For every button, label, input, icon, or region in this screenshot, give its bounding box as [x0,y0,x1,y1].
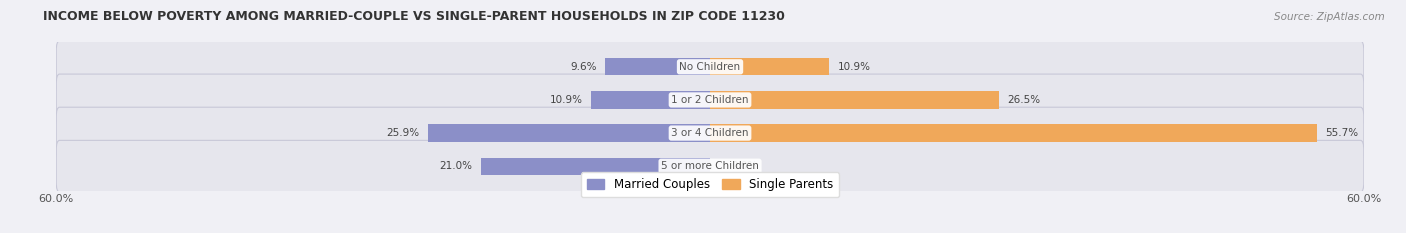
Bar [592,91,710,109]
Text: Source: ZipAtlas.com: Source: ZipAtlas.com [1274,12,1385,22]
Text: 3 or 4 Children: 3 or 4 Children [671,128,749,138]
Text: 25.9%: 25.9% [387,128,419,138]
Text: 10.9%: 10.9% [550,95,582,105]
FancyBboxPatch shape [56,74,1364,126]
FancyBboxPatch shape [56,41,1364,93]
Text: 1 or 2 Children: 1 or 2 Children [671,95,749,105]
Text: 21.0%: 21.0% [440,161,472,171]
Bar [606,58,710,75]
Bar [710,124,1317,142]
Legend: Married Couples, Single Parents: Married Couples, Single Parents [581,172,839,197]
Bar [710,58,828,75]
Text: INCOME BELOW POVERTY AMONG MARRIED-COUPLE VS SINGLE-PARENT HOUSEHOLDS IN ZIP COD: INCOME BELOW POVERTY AMONG MARRIED-COUPL… [44,10,785,23]
Bar [427,124,710,142]
Text: 5 or more Children: 5 or more Children [661,161,759,171]
Text: 10.9%: 10.9% [838,62,870,72]
Bar [481,158,710,175]
Text: No Children: No Children [679,62,741,72]
FancyBboxPatch shape [56,140,1364,192]
Text: 0.0%: 0.0% [731,161,758,171]
Text: 9.6%: 9.6% [571,62,596,72]
Text: 26.5%: 26.5% [1008,95,1040,105]
Bar [710,91,998,109]
FancyBboxPatch shape [56,107,1364,159]
Text: 55.7%: 55.7% [1326,128,1358,138]
